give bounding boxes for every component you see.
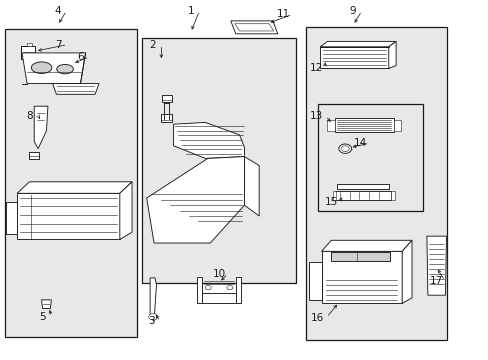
Circle shape	[205, 285, 211, 290]
Polygon shape	[388, 41, 395, 68]
Bar	[161, 114, 171, 122]
Text: 9: 9	[349, 6, 356, 16]
Ellipse shape	[31, 62, 52, 73]
Polygon shape	[6, 202, 17, 234]
Bar	[332, 191, 336, 200]
Text: 15: 15	[324, 197, 337, 207]
Bar	[317, 104, 422, 211]
Bar	[326, 120, 334, 131]
Polygon shape	[308, 262, 321, 300]
Polygon shape	[34, 106, 48, 149]
Polygon shape	[20, 46, 35, 59]
Circle shape	[148, 314, 157, 320]
Text: 2: 2	[149, 40, 156, 50]
Text: 8: 8	[26, 111, 33, 121]
Text: 3: 3	[148, 316, 155, 326]
Bar	[305, 27, 447, 340]
Polygon shape	[320, 41, 395, 47]
Circle shape	[338, 144, 351, 153]
Text: 13: 13	[309, 111, 323, 121]
Bar	[334, 191, 390, 200]
Text: 5: 5	[39, 312, 46, 322]
Polygon shape	[321, 240, 411, 251]
Bar	[337, 184, 388, 189]
Text: 4: 4	[54, 6, 61, 16]
Polygon shape	[22, 53, 85, 84]
Polygon shape	[230, 21, 277, 34]
Bar	[29, 152, 39, 159]
Text: 1: 1	[187, 6, 194, 16]
Bar	[334, 118, 393, 132]
Circle shape	[341, 146, 348, 152]
Text: 11: 11	[276, 9, 290, 19]
Text: 14: 14	[353, 138, 367, 148]
Polygon shape	[120, 182, 132, 239]
Polygon shape	[17, 182, 132, 193]
Text: 17: 17	[428, 276, 442, 286]
Polygon shape	[41, 300, 51, 309]
Text: 10: 10	[212, 269, 225, 279]
Polygon shape	[17, 193, 120, 239]
Ellipse shape	[57, 64, 73, 74]
Polygon shape	[53, 84, 99, 94]
Bar	[390, 191, 394, 200]
Bar	[5, 29, 137, 337]
Bar	[393, 120, 401, 131]
Polygon shape	[401, 240, 411, 303]
Bar	[27, 43, 32, 46]
Polygon shape	[320, 47, 388, 68]
Polygon shape	[197, 277, 241, 303]
Polygon shape	[321, 251, 401, 303]
Text: 16: 16	[310, 312, 324, 323]
Bar	[331, 252, 389, 261]
Bar	[142, 38, 295, 283]
Text: 7: 7	[55, 40, 62, 50]
Bar	[162, 95, 171, 102]
Text: 6: 6	[77, 52, 84, 62]
Polygon shape	[146, 157, 244, 243]
Polygon shape	[244, 157, 259, 216]
Polygon shape	[426, 236, 446, 295]
Circle shape	[226, 285, 232, 290]
Text: 12: 12	[309, 63, 323, 73]
Polygon shape	[150, 278, 156, 321]
Polygon shape	[173, 122, 244, 158]
